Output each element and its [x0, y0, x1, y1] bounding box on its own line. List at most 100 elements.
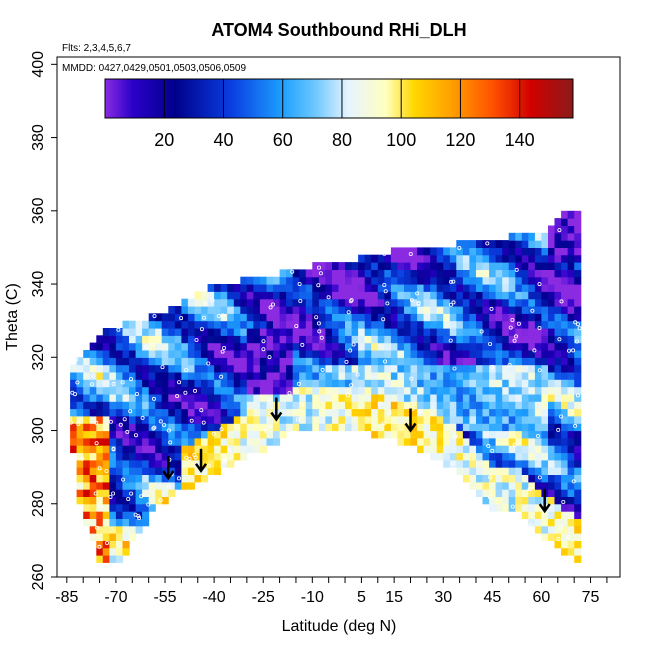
sample-marker: [223, 457, 228, 462]
field-cell: [168, 350, 176, 358]
field-cell: [417, 313, 425, 322]
field-cell: [109, 401, 117, 410]
field-cell: [377, 320, 385, 329]
field-cell: [384, 262, 392, 270]
field-cell: [332, 313, 340, 322]
field-cell: [155, 386, 163, 395]
field-cell: [449, 247, 457, 256]
field-cell: [397, 284, 405, 292]
field-cell: [227, 320, 235, 329]
field-cell: [148, 371, 156, 380]
field-cell: [397, 291, 405, 300]
field-cell: [338, 364, 346, 373]
field-cell: [476, 423, 484, 432]
field-cell: [371, 342, 379, 351]
field-cell: [299, 364, 307, 373]
field-cell: [142, 459, 150, 468]
field-cell: [201, 430, 209, 439]
field-cell: [462, 445, 470, 454]
field-cell: [214, 357, 222, 366]
field-cell: [155, 335, 163, 344]
field-cell: [384, 371, 392, 380]
field-cell: [541, 298, 549, 307]
field-cell: [390, 430, 398, 439]
field-cell: [96, 408, 104, 417]
field-cell: [469, 474, 477, 483]
sample-marker: [416, 300, 421, 305]
field-cell: [515, 445, 523, 454]
field-cell: [273, 328, 281, 336]
field-cell: [515, 306, 523, 314]
field-cell: [227, 401, 235, 410]
field-cell: [214, 393, 222, 402]
sample-marker: [129, 491, 134, 496]
field-cell: [115, 357, 123, 366]
field-cell: [404, 350, 412, 358]
field-cell: [253, 291, 261, 300]
field-cell: [96, 518, 104, 527]
field-cell: [482, 401, 490, 410]
field-cell: [233, 408, 241, 417]
field-cell: [390, 393, 398, 402]
field-cell: [449, 415, 457, 424]
field-cell: [469, 240, 477, 248]
field-cell: [194, 371, 202, 380]
field-cell: [574, 232, 582, 241]
field-cell: [449, 291, 457, 300]
sample-marker: [576, 322, 581, 327]
sample-marker: [261, 339, 266, 344]
field-cell: [561, 533, 569, 541]
field-cell: [279, 320, 287, 329]
field-cell: [390, 379, 398, 388]
field-cell: [430, 357, 438, 366]
field-cell: [489, 247, 497, 256]
field-cell: [495, 415, 503, 424]
field-cell: [469, 423, 477, 432]
field-cell: [259, 284, 267, 292]
field-cell: [417, 379, 425, 388]
field-cell: [286, 423, 294, 432]
field-cell: [561, 430, 569, 439]
field-cell: [207, 313, 215, 322]
field-cell: [286, 342, 294, 351]
field-cell: [417, 342, 425, 351]
field-cell: [102, 467, 110, 475]
field-cell: [83, 489, 91, 497]
sample-marker: [137, 515, 142, 520]
field-cell: [443, 430, 451, 439]
field-cell: [122, 401, 130, 410]
sample-marker: [567, 348, 572, 353]
field-cell: [495, 496, 503, 505]
field-cell: [201, 401, 209, 410]
field-cell: [102, 555, 110, 563]
field-cell: [122, 320, 130, 329]
field-cell: [187, 386, 195, 395]
field-cell: [567, 328, 575, 336]
sample-marker: [90, 382, 95, 387]
y-tick-label: 300: [30, 417, 47, 444]
field-cell: [574, 430, 582, 439]
field-cell: [404, 401, 412, 410]
field-cell: [469, 320, 477, 329]
arrow-marker: [270, 397, 283, 422]
field-cell: [266, 306, 274, 314]
field-cell: [109, 430, 117, 439]
field-cell: [187, 459, 195, 468]
sample-marker: [451, 279, 456, 284]
field-cell: [371, 371, 379, 380]
field-cell: [489, 262, 497, 270]
field-cell: [214, 284, 222, 292]
field-cell: [462, 269, 470, 278]
field-cell: [253, 423, 261, 432]
field-cell: [495, 262, 503, 270]
field-cell: [548, 262, 556, 270]
field-cell: [122, 386, 130, 395]
field-cell: [259, 350, 267, 358]
field-cell: [436, 386, 444, 395]
field-cell: [436, 342, 444, 351]
field-cell: [325, 393, 333, 402]
field-cell: [508, 313, 516, 322]
field-cell: [187, 474, 195, 483]
field-cell: [240, 284, 248, 292]
field-cell: [456, 240, 464, 248]
